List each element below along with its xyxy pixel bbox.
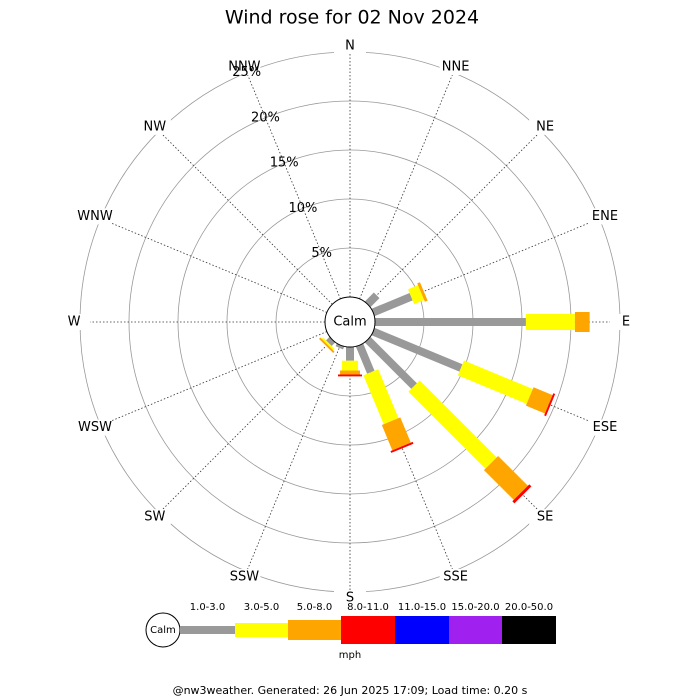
legend-unit: mph	[339, 650, 361, 661]
radial-tick-label: 15%	[270, 156, 299, 171]
bar-segment	[363, 369, 399, 425]
legend-label: 20.0-50.0	[505, 602, 553, 613]
bar-segment	[326, 336, 336, 346]
direction-spoke	[372, 217, 602, 313]
legend-swatch	[395, 616, 449, 644]
direction-spoke	[157, 129, 333, 305]
bar-segment	[408, 285, 425, 305]
direction-spoke	[245, 70, 341, 300]
bar-segment	[371, 292, 413, 317]
bar-segment	[544, 393, 556, 417]
direction-label-bg	[138, 509, 171, 526]
direction-label: SSW	[230, 569, 260, 584]
direction-label-bg	[610, 314, 642, 330]
direction-label: E	[622, 315, 630, 330]
legend-calm-label: Calm	[150, 625, 176, 636]
bar-segment	[512, 484, 532, 504]
direction-label-bg	[228, 59, 261, 76]
legend-swatch	[502, 616, 556, 644]
direction-spoke	[359, 70, 455, 300]
legend-label: 3.0-5.0	[244, 602, 279, 613]
legend: Calm 1.0-3.0 3.0-5.0 5.0-8.0 8.0-11.0 11.0-15…	[145, 602, 556, 648]
radial-tick-label: 20%	[251, 110, 280, 125]
radial-tick-label: 10%	[288, 201, 317, 216]
direction-spoke	[157, 339, 333, 515]
calm-circle	[324, 296, 376, 348]
bar-segment	[364, 292, 380, 308]
bar-segment	[417, 282, 428, 302]
bar-segment	[355, 343, 375, 374]
direction-label-bg	[529, 118, 562, 135]
radial-tick-label: 5%	[311, 246, 332, 261]
bar-segment	[483, 455, 528, 500]
legend-label: 8.0-11.0	[347, 602, 389, 613]
radial-tick-label: 25%	[232, 65, 261, 80]
legend-label: 15.0-20.0	[451, 602, 499, 613]
bars	[319, 282, 590, 504]
direction-label: SW	[144, 510, 165, 525]
legend-swatch	[235, 623, 288, 637]
direction-label-bg	[439, 568, 472, 585]
legend-swatch	[180, 626, 235, 634]
direction-label-bg	[58, 314, 90, 330]
direction-label: W	[68, 315, 81, 330]
direction-spoke	[367, 129, 543, 305]
direction-label: N	[345, 39, 355, 54]
bar-segment	[457, 360, 533, 404]
direction-label-bg	[228, 568, 261, 585]
direction-label: NNW	[228, 60, 260, 75]
calm-label: Calm	[333, 315, 366, 330]
direction-label: NNE	[442, 60, 470, 75]
direction-label: WNW	[77, 209, 113, 224]
direction-label-bg	[334, 590, 366, 606]
footer: @nw3weather. Generated: 26 Jun 2025 17:0…	[173, 684, 528, 697]
bar-segment	[364, 336, 417, 389]
bar-segment	[319, 337, 335, 353]
direction-spoke	[98, 331, 328, 427]
direction-label: ESE	[593, 420, 618, 435]
legend-label: 11.0-15.0	[398, 602, 446, 613]
direction-label-bg	[439, 59, 472, 76]
bar-segment	[408, 380, 497, 469]
legend-swatch	[449, 616, 502, 644]
direction-label-bg	[138, 118, 171, 135]
bar-segment	[525, 387, 553, 414]
legend-label: 5.0-8.0	[297, 602, 332, 613]
direction-spoke	[98, 217, 328, 313]
legend-label: 1.0-3.0	[190, 602, 225, 613]
bar-segment	[390, 441, 414, 453]
direction-label-bg	[79, 419, 112, 436]
direction-label: SSE	[443, 569, 468, 584]
direction-label-bg	[334, 38, 366, 54]
direction-label-bg	[79, 208, 112, 225]
bar-segment	[371, 327, 463, 372]
bar-segment	[381, 417, 411, 451]
labels: N NNE NE ENE E ESE SE SSE S SSW SW WSW W WNW NW NNW 5% 10…	[58, 38, 642, 606]
legend-swatch	[288, 620, 341, 640]
direction-label: S	[346, 591, 354, 606]
direction-label: SE	[537, 510, 553, 525]
chart-title: Wind rose for 02 Nov 2024	[225, 7, 479, 29]
direction-spoke	[359, 344, 455, 574]
direction-label: WSW	[78, 420, 112, 435]
direction-label: NE	[536, 119, 554, 134]
bar-segment	[321, 337, 335, 351]
direction-spoke	[245, 344, 341, 574]
legend-swatch	[341, 616, 395, 644]
direction-label-bg	[529, 509, 562, 526]
direction-label-bg	[588, 208, 621, 225]
direction-label: ENE	[592, 209, 618, 224]
direction-label: NW	[144, 119, 167, 134]
direction-label-bg	[588, 419, 621, 436]
